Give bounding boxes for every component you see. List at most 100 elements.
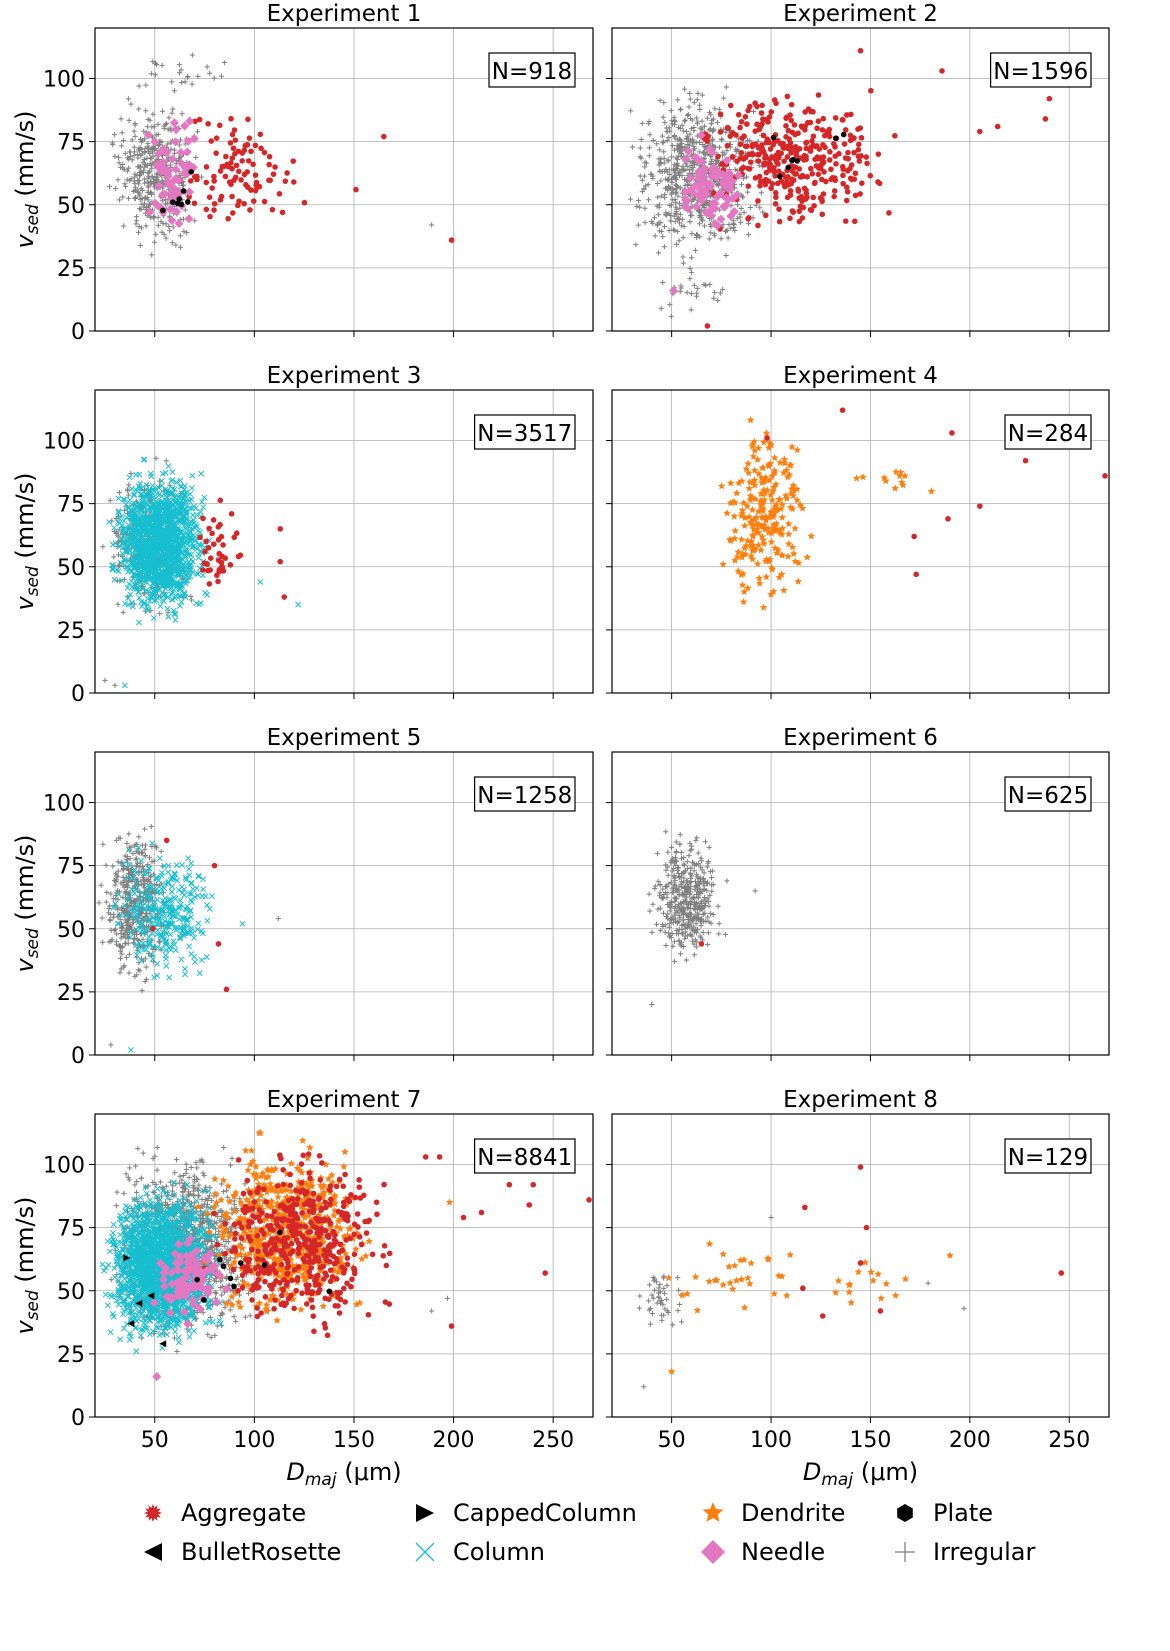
point-column — [184, 923, 191, 930]
point-column — [163, 525, 170, 532]
point-column — [136, 940, 143, 947]
point-column — [188, 860, 195, 867]
point-irregular — [725, 235, 731, 241]
point-column — [141, 493, 148, 500]
point-irregular — [138, 185, 144, 191]
point-dendrite — [748, 505, 757, 514]
point-column — [123, 514, 130, 521]
point-irregular — [694, 835, 700, 841]
point-column — [177, 516, 184, 523]
point-column — [119, 526, 126, 533]
point-irregular — [142, 852, 148, 859]
point-aggregate — [762, 212, 769, 219]
point-column — [191, 524, 198, 531]
point-irregular — [160, 220, 166, 226]
point-column — [185, 908, 192, 915]
point-irregular — [671, 147, 678, 153]
point-irregular — [173, 242, 179, 248]
point-dendrite — [762, 555, 771, 563]
point-aggregate — [784, 93, 791, 100]
scatter-points — [106, 52, 455, 258]
point-irregular — [646, 145, 652, 151]
point-irregular — [676, 200, 683, 206]
point-column — [165, 880, 171, 887]
point-irregular — [127, 149, 133, 155]
point-irregular — [704, 864, 710, 870]
point-column — [197, 542, 203, 549]
point-irregular — [728, 225, 734, 231]
point-column — [147, 470, 154, 477]
point-aggregate — [208, 138, 215, 144]
point-irregular — [645, 181, 651, 187]
point-irregular — [126, 117, 132, 123]
point-irregular — [141, 157, 148, 163]
point-aggregate — [770, 142, 776, 148]
point-irregular — [660, 279, 666, 286]
point-column — [125, 548, 131, 555]
point-aggregate — [803, 145, 810, 152]
point-dendrite — [754, 507, 763, 515]
point-aggregate — [218, 533, 225, 540]
point-irregular — [642, 183, 649, 189]
point-column — [128, 515, 135, 522]
point-dendrite — [782, 494, 791, 502]
point-irregular — [100, 841, 106, 847]
point-column — [199, 498, 205, 505]
point-irregular — [642, 164, 648, 170]
point-irregular — [133, 855, 139, 861]
point-irregular — [119, 944, 125, 950]
point-column — [162, 952, 169, 959]
point-aggregate — [780, 144, 786, 151]
point-column — [239, 920, 246, 927]
point-irregular — [150, 111, 156, 117]
point-aggregate — [781, 158, 787, 164]
point-aggregate — [203, 164, 210, 170]
point-aggregate — [747, 159, 754, 165]
point-column — [193, 885, 200, 892]
point-needle — [722, 156, 732, 166]
point-column — [191, 543, 197, 550]
point-dendrite — [739, 597, 748, 606]
point-irregular — [659, 133, 665, 139]
point-aggregate — [211, 862, 218, 869]
point-column — [167, 943, 174, 950]
point-irregular — [712, 179, 718, 185]
point-irregular — [667, 128, 673, 134]
point-dendrite — [774, 545, 782, 554]
point-column — [162, 582, 168, 589]
point-column — [131, 866, 138, 873]
point-irregular — [697, 207, 703, 213]
point-column — [188, 556, 195, 563]
point-aggregate — [757, 124, 764, 130]
y-axis-label: vsed (mm/s) — [11, 110, 43, 248]
point-column — [126, 474, 133, 481]
point-irregular — [660, 140, 666, 146]
point-irregular — [667, 899, 673, 905]
point-irregular — [158, 848, 164, 855]
point-irregular — [138, 136, 144, 142]
point-irregular — [129, 871, 135, 877]
point-irregular — [167, 228, 173, 234]
point-irregular — [170, 224, 176, 230]
point-column — [138, 598, 145, 605]
point-column — [182, 506, 189, 513]
point-column — [141, 927, 148, 934]
point-irregular — [163, 458, 169, 464]
point-irregular — [673, 200, 679, 206]
point-column — [197, 508, 204, 515]
point-aggregate — [211, 200, 218, 207]
point-aggregate — [760, 132, 767, 139]
point-dendrite — [723, 509, 731, 517]
point-column — [177, 557, 184, 564]
point-irregular — [665, 158, 671, 164]
point-aggregate — [353, 186, 359, 193]
point-aggregate — [799, 172, 806, 179]
point-column — [181, 965, 188, 972]
point-column — [151, 557, 158, 564]
point-irregular — [165, 141, 171, 147]
point-column — [153, 584, 160, 591]
point-irregular — [660, 234, 666, 240]
point-dendrite — [775, 526, 784, 534]
point-aggregate — [746, 103, 753, 110]
point-column — [148, 522, 155, 529]
